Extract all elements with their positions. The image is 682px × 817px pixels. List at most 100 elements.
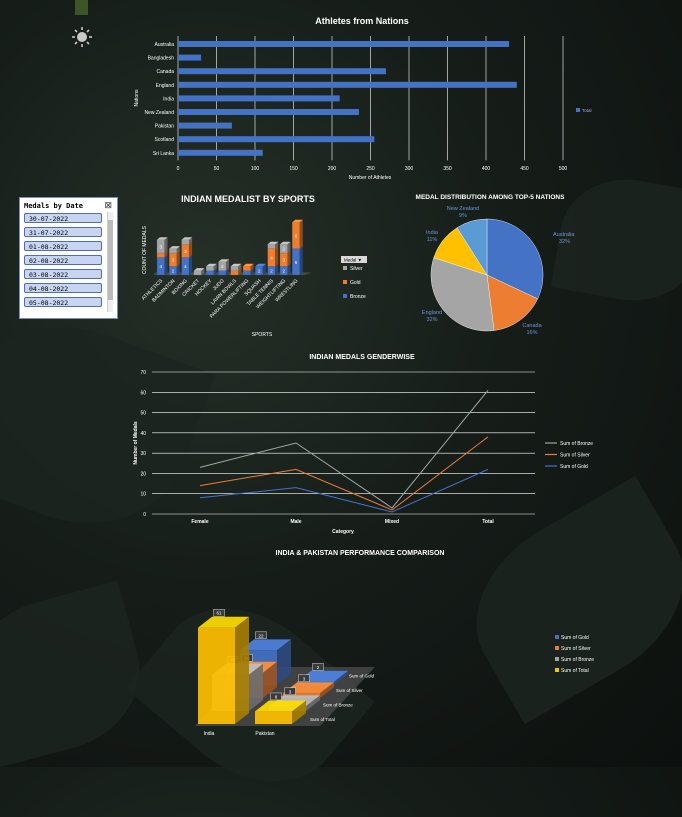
y-tick-label: New Zealand (145, 110, 175, 116)
x-tick-label: Mixed (385, 519, 399, 525)
bar (198, 627, 235, 724)
x-tick-label: 200 (328, 166, 337, 172)
bar-side (164, 237, 168, 253)
x-tick-label: Pakistan (255, 731, 274, 737)
clear-filter-icon[interactable]: ⊠ (104, 200, 112, 210)
y-axis-label: Number of Medals (133, 421, 139, 465)
x-tick-label: 300 (405, 166, 414, 172)
y-axis-label: COUNT OF MEDALS (142, 225, 148, 274)
pie-chart-title: MEDAL DISTRIBUTION AMONG TOP-5 NATIONS (415, 194, 565, 201)
medalist-by-sports-chart: 43ATHLETICS23BADMINTON43BOXINGCRICKETHOC… (141, 219, 367, 338)
legend-swatch (555, 646, 559, 650)
bar-top (283, 682, 334, 694)
legend-label: Sum of Bronze (560, 441, 593, 447)
y-tick-label: Sri Lanka (153, 151, 174, 157)
bar-top (240, 639, 291, 651)
bar-side (176, 250, 180, 267)
slicer-date-item[interactable]: 04-08-2022 (24, 283, 102, 293)
bar-top (255, 700, 306, 712)
bar-side (292, 700, 306, 724)
data-label: 3 (159, 244, 162, 249)
y-tick-label: 30 (140, 451, 146, 457)
legend-swatch (343, 294, 347, 298)
x-tick-label: 450 (520, 166, 529, 172)
legend-swatch (576, 108, 580, 112)
data-label: 8 (275, 694, 278, 699)
data-label: 2 (270, 269, 273, 274)
data-label-box (255, 631, 267, 640)
pie-percent-label: 32% (426, 317, 437, 323)
bar-top (230, 263, 242, 267)
slicer-date-item[interactable]: 05-08-2022 (24, 297, 102, 307)
bar-side (164, 254, 168, 275)
medal-distribution-pie-chart: Australia32%Canada16%England32%India11%N… (422, 206, 575, 336)
bar-top (206, 263, 217, 267)
legend-label: Sum of Bronze (561, 657, 594, 663)
slicer-date-item[interactable]: 01-08-2022 (24, 241, 102, 251)
bar-top (181, 237, 193, 240)
bar-side (299, 246, 303, 275)
bar-side (176, 246, 180, 253)
legend-swatch (555, 635, 559, 639)
legend-swatch (343, 266, 347, 270)
series-line (199, 389, 489, 509)
slicer-date-item[interactable]: 30-07-2022 (24, 213, 102, 223)
bar (178, 41, 510, 47)
pie-slice (430, 257, 495, 332)
bar (178, 95, 340, 102)
bar-side (250, 268, 254, 275)
bar-side (299, 219, 303, 249)
bar-side (176, 263, 180, 275)
bar-side (201, 268, 205, 275)
x-tick-label: Male (290, 519, 301, 525)
bar-top (169, 246, 180, 249)
data-label: 3 (303, 676, 306, 681)
legend-label: Gold (350, 280, 361, 286)
genderwise-line-chart: 0 10 20 30 40 50 60 70 Female Male Mixed Total Sum o… (133, 389, 593, 535)
bar-side (226, 268, 229, 275)
x-tick-label: 0 (177, 166, 180, 172)
legend-label: Sum of Gold (561, 635, 589, 641)
bar-side (213, 268, 217, 275)
bar-side (275, 263, 279, 275)
data-label: 3 (184, 249, 187, 254)
bar-side (262, 263, 266, 275)
data-label: 2 (282, 269, 285, 274)
bar-side (287, 241, 291, 253)
y-tick-label: 40 (140, 431, 146, 437)
bar-side (189, 241, 193, 258)
slicer-date-item[interactable]: 02-08-2022 (24, 255, 102, 265)
legend-swatch (343, 280, 347, 284)
medals-by-date-slicer[interactable]: Medals by Date ⊠ 30-07-2022 31-07-2022 01-… (19, 197, 118, 319)
depth-axis-label: Sum of Gold (349, 674, 375, 679)
bar-side (249, 663, 263, 711)
data-label: 2 (258, 269, 261, 274)
bar-side (189, 254, 193, 275)
data-label: 6 (295, 233, 298, 238)
data-label: 61 (216, 611, 222, 616)
x-tick-label: 50 (214, 166, 220, 172)
bar-top (243, 263, 254, 267)
slicer-date-item[interactable]: 31-07-2022 (24, 227, 102, 237)
y-tick-label: 50 (140, 411, 146, 417)
x-axis-label: Category (332, 529, 354, 535)
pie-percent-label: 11% (427, 237, 438, 243)
bar (255, 711, 292, 724)
bar (178, 81, 517, 88)
depth-axis-label: Sum of Silver (336, 688, 363, 693)
slicer-scrollbar[interactable] (107, 212, 113, 312)
bar-top (255, 263, 266, 267)
pie-slice-label: India (426, 230, 439, 236)
slicer-date-item[interactable]: 03-08-2022 (24, 269, 102, 279)
y-tick-label: Bangladesh (148, 56, 175, 62)
bar-side (238, 268, 242, 275)
bar-side (277, 639, 291, 685)
pie-slice-label: New Zealand (447, 206, 479, 212)
y-tick-label: 0 (143, 512, 146, 518)
bar-top (280, 241, 291, 245)
bar (178, 109, 359, 115)
pie-slice-label: Canada (522, 323, 542, 329)
bar-side (275, 241, 279, 249)
bar-side (334, 670, 348, 685)
legend-title: Medal ▼ (344, 258, 362, 263)
